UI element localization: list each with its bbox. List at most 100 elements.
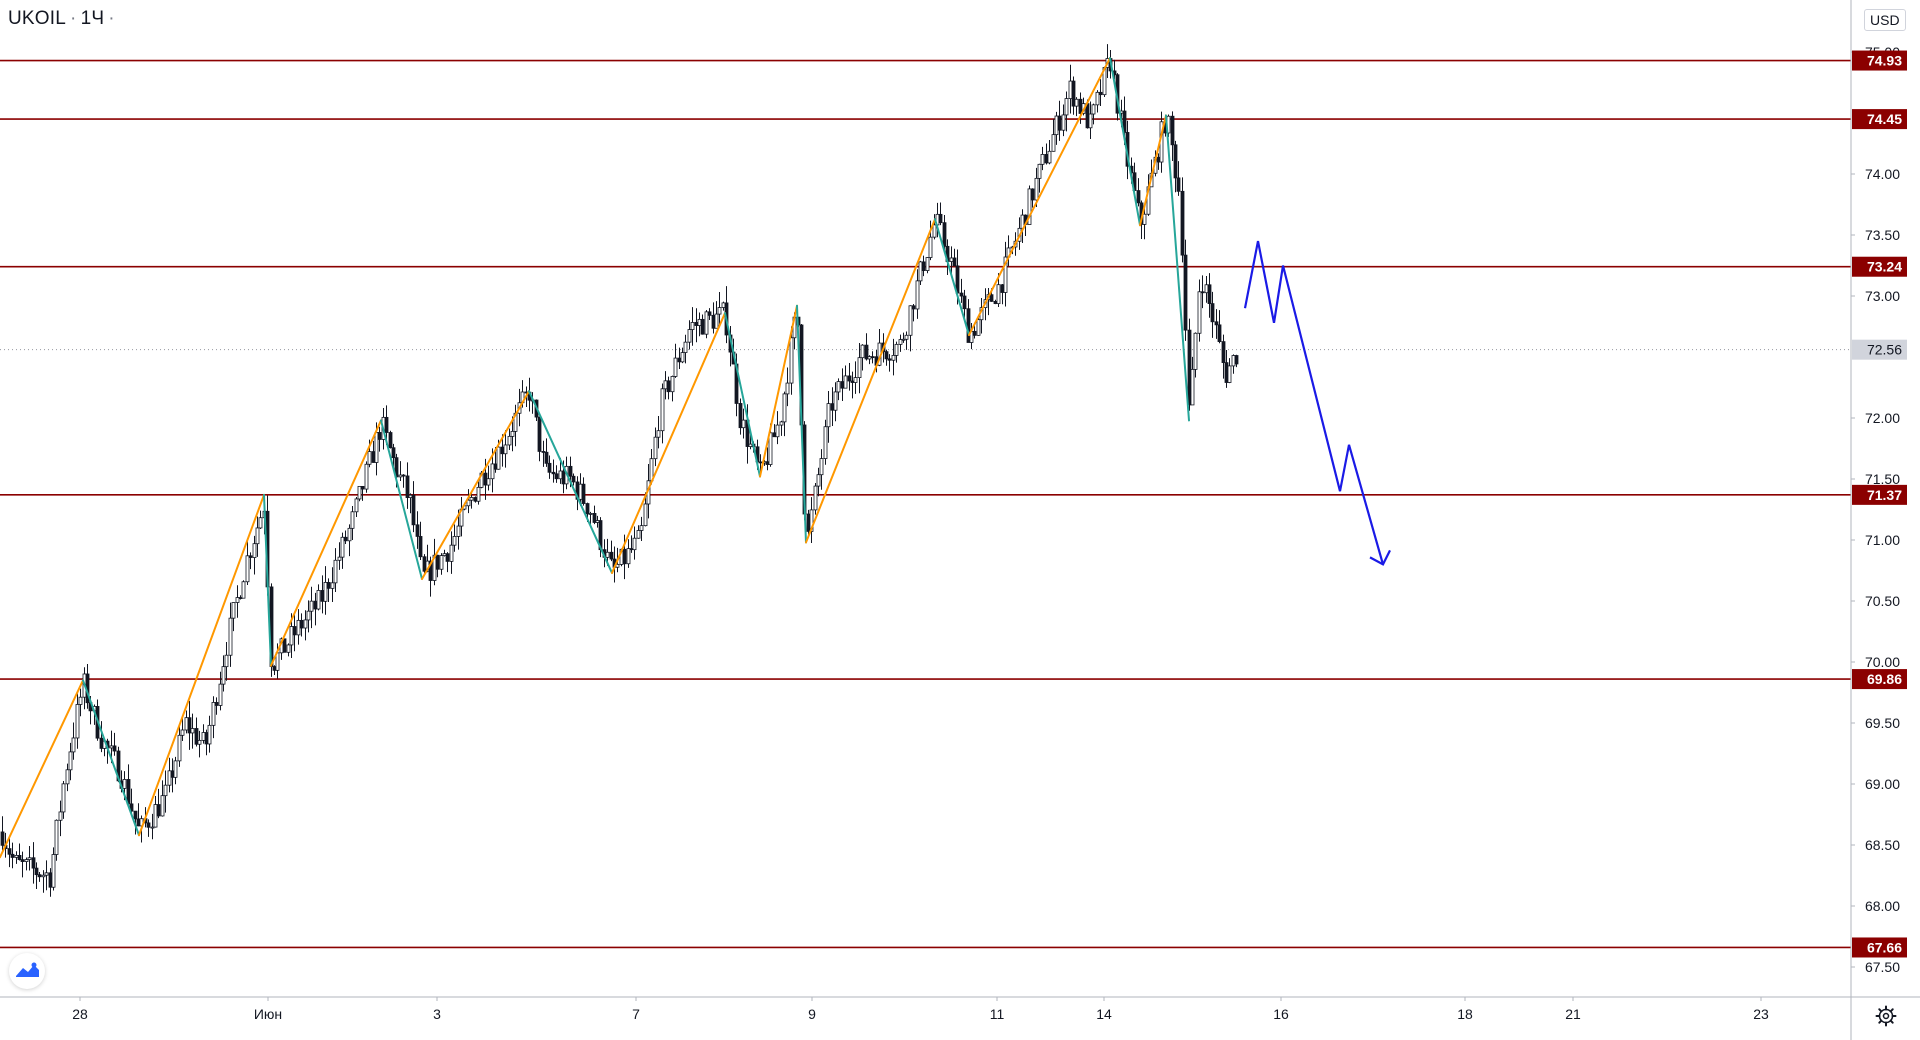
candle-body: [490, 463, 495, 480]
candle-body: [1200, 291, 1205, 294]
candle-body: [10, 853, 15, 858]
candle-body: [1044, 154, 1049, 164]
candle-body: [292, 626, 297, 636]
candle-body: [371, 451, 376, 463]
candle-body: [496, 446, 501, 470]
candle-body: [71, 737, 76, 753]
gear-icon[interactable]: [1874, 1004, 1898, 1028]
candle-body: [14, 855, 19, 858]
candle-body: [48, 872, 53, 888]
candle-body: [258, 517, 263, 529]
price-tick-label: 73.50: [1865, 227, 1900, 243]
candle-body: [585, 503, 590, 515]
candle-body: [853, 377, 858, 383]
candle-body: [901, 338, 906, 341]
candle-body: [153, 804, 158, 828]
candle-body: [1224, 362, 1229, 383]
candle-body: [401, 474, 406, 477]
candle-body: [1173, 144, 1178, 179]
price-tick-label: 72.00: [1865, 410, 1900, 426]
candle-body: [775, 424, 780, 438]
candle-body: [340, 536, 345, 558]
level-label: 69.86: [1867, 671, 1902, 687]
interval-label[interactable]: 1Ч: [80, 8, 105, 29]
candle-body: [942, 222, 947, 247]
legend-separator: ·: [108, 8, 115, 29]
candle-body: [313, 600, 318, 610]
candle-body: [377, 432, 382, 440]
candle-body: [510, 430, 515, 437]
candle-body: [452, 536, 457, 546]
candle-body: [218, 683, 223, 706]
candle-body: [289, 626, 294, 646]
candle-body: [578, 483, 583, 500]
candle-body: [857, 357, 862, 378]
time-tick-label: 3: [433, 1006, 441, 1022]
candle-body: [833, 391, 838, 411]
candle-body: [320, 590, 325, 602]
price-tick-label: 71.50: [1865, 471, 1900, 487]
candle-body: [632, 537, 637, 551]
zigzag-segment: [263, 493, 272, 667]
candle-body: [972, 330, 977, 336]
candle-body: [541, 451, 546, 453]
candle-body: [887, 358, 892, 361]
zigzag-segment: [1165, 114, 1190, 422]
candle-body: [1231, 355, 1236, 367]
candle-body: [663, 380, 668, 390]
candle-body: [626, 548, 631, 565]
level-label: 74.45: [1867, 111, 1902, 127]
candle-body: [428, 560, 433, 581]
candle-body: [1068, 80, 1073, 99]
symbol-legend[interactable]: UKOIL · 1Ч ·: [8, 8, 119, 30]
currency-badge[interactable]: USD: [1864, 9, 1906, 31]
candle-body: [870, 356, 875, 359]
candle-body: [891, 355, 896, 361]
price-tick-label: 68.50: [1865, 837, 1900, 853]
candle-body: [595, 520, 600, 523]
candle-body: [996, 284, 1001, 305]
tradingview-logo-icon[interactable]: [9, 953, 45, 989]
candle-body: [1000, 284, 1005, 293]
candle-body: [34, 867, 39, 876]
candle-body: [544, 451, 549, 464]
price-tick-label: 70.00: [1865, 654, 1900, 670]
candle-body: [61, 783, 66, 813]
candle-body: [1054, 115, 1059, 136]
candle-body: [252, 543, 257, 558]
candle-body: [847, 375, 852, 382]
candle-body: [323, 582, 328, 602]
zigzag-segment: [934, 218, 970, 337]
candle-body: [445, 553, 450, 562]
candle-body: [126, 779, 131, 805]
candle-body: [20, 859, 25, 862]
candle-body: [343, 536, 348, 542]
zigzag-segment: [380, 419, 423, 581]
candle-body: [1190, 368, 1195, 406]
zigzag-segment: [528, 390, 613, 574]
candle-body: [666, 380, 671, 393]
candle-body: [864, 344, 869, 360]
candle-body: [466, 499, 471, 507]
zigzag-segment: [805, 218, 936, 544]
zigzag-segment: [1139, 114, 1167, 227]
candle-body: [1142, 213, 1147, 225]
candle-body: [1051, 134, 1056, 152]
level-label: 74.93: [1867, 53, 1902, 69]
candle-body: [1040, 154, 1045, 165]
candle-body: [561, 470, 566, 485]
candle-body: [921, 261, 926, 271]
candle-body: [894, 343, 899, 356]
candle-body: [449, 544, 454, 562]
candle-body: [160, 795, 165, 817]
candle-body: [653, 436, 658, 460]
symbol-name[interactable]: UKOIL: [8, 8, 67, 29]
candle-body: [952, 257, 957, 267]
zigzag-segment: [611, 312, 726, 574]
candle-body: [1047, 150, 1052, 164]
candle-body: [813, 485, 818, 511]
time-tick-label: 7: [632, 1006, 640, 1022]
candle-body: [326, 582, 331, 589]
